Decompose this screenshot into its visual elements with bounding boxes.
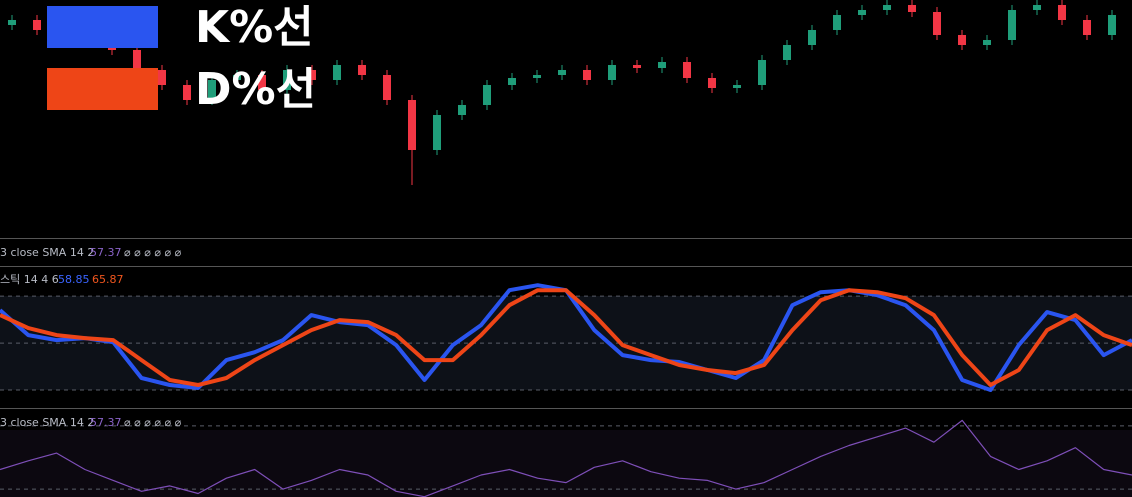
series-line <box>0 288 1132 387</box>
candle-body <box>858 10 866 15</box>
candle-body <box>958 35 966 45</box>
pane-title: 스틱 14 4 6 <box>0 273 59 286</box>
candle-body <box>783 45 791 60</box>
candle-body <box>283 70 291 90</box>
candle-body <box>158 70 166 85</box>
k-value: 58.85 <box>58 273 90 286</box>
d-value: 65.87 <box>92 273 124 286</box>
candle-body <box>1083 20 1091 35</box>
candle-body <box>558 70 566 75</box>
candle-body <box>8 20 16 25</box>
candle-body <box>1058 5 1066 20</box>
candle-body <box>458 105 466 115</box>
candle-body <box>258 75 266 90</box>
pane-icons: ⌀ ⌀ ⌀ ⌀ ⌀ ⌀ <box>124 246 182 259</box>
candle-body <box>633 65 641 68</box>
pane-title: 3 close SMA 14 2 <box>0 246 94 259</box>
candle-body <box>233 75 241 80</box>
candle-body <box>583 70 591 80</box>
candle-body <box>933 12 941 35</box>
pane-title: 3 close SMA 14 2 <box>0 416 94 429</box>
candle-body <box>883 5 891 10</box>
legend-label: D%선 <box>195 64 316 115</box>
candle-body <box>183 85 191 100</box>
candle-body <box>308 70 316 80</box>
legend-swatch <box>47 68 158 110</box>
candle-body <box>983 40 991 45</box>
candle-body <box>433 115 441 150</box>
candle-body <box>1033 5 1041 10</box>
candle-body <box>683 62 691 78</box>
candle-body <box>833 15 841 30</box>
pane-value: 57.37 <box>90 416 122 429</box>
series-line <box>0 419 1132 497</box>
candle-body <box>408 100 416 150</box>
candle-body <box>383 75 391 100</box>
pane-value: 57.37 <box>90 246 122 259</box>
candle-body <box>908 5 916 12</box>
candle-body <box>508 78 516 85</box>
candle-body <box>708 78 716 88</box>
candle-body <box>1008 10 1016 40</box>
candle-body <box>333 65 341 80</box>
candle-body <box>608 65 616 80</box>
candle-body <box>758 60 766 85</box>
rsi-band <box>0 430 1132 497</box>
candle-body <box>733 85 741 88</box>
candle-body <box>533 75 541 78</box>
candle-body <box>808 30 816 45</box>
legend-label: K%선 <box>195 2 314 53</box>
legend-swatch <box>47 6 158 48</box>
candle-body <box>483 85 491 105</box>
candle-body <box>1108 15 1116 35</box>
candle-body <box>133 50 141 70</box>
pane-icons: ⌀ ⌀ ⌀ ⌀ ⌀ ⌀ <box>124 416 182 429</box>
candle-body <box>358 65 366 75</box>
candle-body <box>33 20 41 30</box>
candle-body <box>208 80 216 100</box>
candle-body <box>658 62 666 68</box>
